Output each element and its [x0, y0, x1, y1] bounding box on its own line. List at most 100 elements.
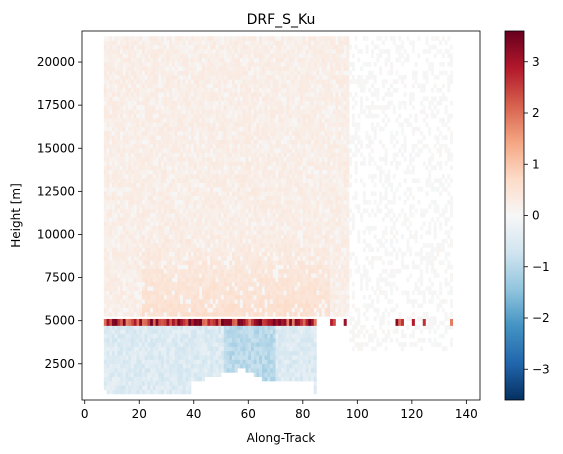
heatmap-cell [237, 256, 241, 261]
heatmap-cell [264, 251, 268, 257]
heatmap-cell [248, 135, 252, 140]
heatmap-cell [120, 243, 124, 248]
heatmap-cell [212, 187, 216, 192]
heatmap-cell [185, 212, 189, 218]
heatmap-cell [117, 329, 121, 334]
heatmap-cell [201, 195, 205, 201]
heatmap-cell [199, 264, 203, 270]
heatmap-cell [136, 118, 140, 123]
heatmap-cell [141, 87, 145, 93]
heatmap-cell [158, 376, 162, 382]
heatmap-cell [128, 49, 132, 54]
heatmap-cell [182, 243, 186, 248]
heatmap-cell [267, 100, 271, 106]
heatmap-cell [191, 212, 195, 218]
heatmap-cell [131, 100, 135, 106]
heatmap-cell [103, 126, 107, 132]
heatmap-cell [103, 324, 107, 330]
heatmap-cell [150, 100, 154, 106]
heatmap-cell [221, 277, 225, 283]
heatmap-cell [212, 57, 216, 63]
heatmap-cell [248, 139, 252, 145]
heatmap-cell [270, 118, 274, 123]
heatmap-cell [248, 152, 252, 158]
heatmap-cell [171, 143, 175, 149]
heatmap-cell [267, 324, 271, 330]
heatmap-cell [147, 238, 151, 244]
heatmap-cell [218, 256, 222, 261]
heatmap-cell [147, 268, 151, 274]
heatmap-cell [259, 260, 263, 265]
heatmap-cell [141, 122, 145, 127]
heatmap-cell [163, 385, 167, 390]
heatmap-cell [120, 204, 124, 209]
heatmap-cell [231, 359, 235, 365]
heatmap-cell [103, 143, 107, 149]
heatmap-cell [221, 303, 225, 309]
heatmap-cell [223, 243, 227, 248]
heatmap-cell [144, 389, 148, 395]
heatmap-cell [161, 122, 165, 127]
heatmap-cell [180, 355, 184, 360]
heatmap-cell [272, 307, 276, 313]
heatmap-cell [234, 126, 238, 132]
heatmap-cell [125, 368, 129, 373]
heatmap-cell [117, 174, 121, 179]
heatmap-cell [240, 139, 244, 145]
heatmap-cell [120, 372, 124, 378]
heatmap-cell [141, 79, 145, 84]
heatmap-cell [114, 57, 118, 63]
heatmap-cell [180, 87, 184, 93]
heatmap-cell [161, 212, 165, 218]
heatmap-cell [185, 312, 189, 317]
heatmap-cell [158, 312, 162, 317]
heatmap-cell [114, 208, 118, 214]
heatmap-cell [169, 350, 173, 356]
heatmap-cell [234, 329, 238, 334]
heatmap-cell [125, 100, 129, 106]
heatmap-cell [242, 204, 246, 209]
heatmap-cell [251, 70, 255, 76]
heatmap-cell [256, 169, 260, 175]
heatmap-cell [171, 333, 175, 339]
heatmap-cell [256, 109, 260, 115]
heatmap-cell [259, 187, 263, 192]
heatmap-cell [131, 281, 135, 287]
heatmap-cell [210, 83, 214, 89]
heatmap-cell [210, 299, 214, 304]
heatmap-cell [117, 139, 121, 145]
heatmap-cell [152, 66, 156, 71]
heatmap-cell [251, 169, 255, 175]
heatmap-cell [248, 342, 252, 347]
heatmap-cell [120, 195, 124, 201]
heatmap-cell [226, 212, 230, 218]
heatmap-cell [111, 243, 116, 248]
heatmap-cell [204, 299, 208, 304]
heatmap-cell [237, 273, 241, 278]
heatmap-cell [221, 126, 225, 132]
heatmap-cell [234, 299, 238, 304]
heatmap-cell [166, 79, 170, 84]
heatmap-cell [103, 53, 107, 59]
heatmap-cell [207, 53, 211, 59]
heatmap-cell [152, 286, 156, 291]
heatmap-cell [267, 122, 271, 127]
heatmap-cell [231, 156, 235, 162]
heatmap-cell [188, 49, 192, 54]
heatmap-cell [242, 126, 246, 132]
heatmap-cell [207, 204, 211, 209]
heatmap-cell [240, 225, 244, 231]
heatmap-cell [256, 156, 260, 162]
heatmap-cell [109, 286, 113, 291]
heatmap-cell [106, 156, 110, 162]
heatmap-cell [106, 100, 110, 106]
heatmap-cell [207, 299, 211, 304]
heatmap-cell [270, 199, 274, 205]
heatmap-cell [144, 66, 148, 71]
heatmap-cell [169, 165, 173, 171]
heatmap-cell [166, 148, 170, 153]
heatmap-cell [128, 70, 132, 76]
heatmap-cell [264, 40, 268, 46]
heatmap-cell [182, 363, 186, 369]
heatmap-cell [169, 359, 173, 365]
